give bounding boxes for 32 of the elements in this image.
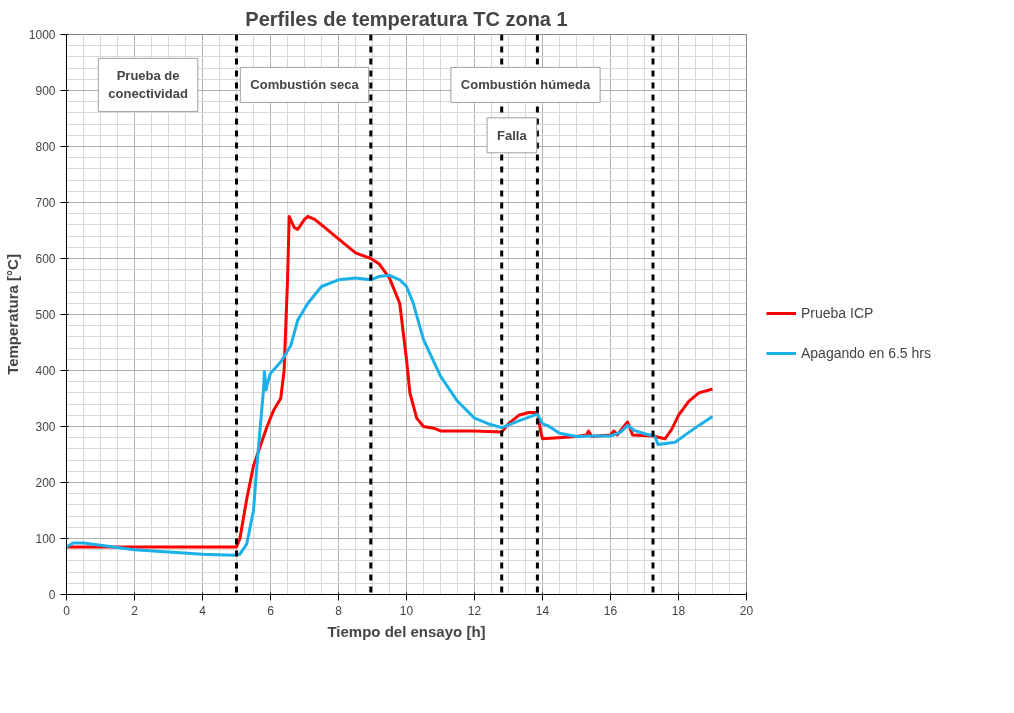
y-tick-label: 400 xyxy=(35,364,56,378)
y-tick-label: 300 xyxy=(35,420,56,434)
x-axis-title: Tiempo del ensayo [h] xyxy=(327,622,486,640)
x-tick-label: 4 xyxy=(199,603,207,618)
legend-label: Prueba ICP xyxy=(801,305,874,321)
x-tick-label: 14 xyxy=(535,603,550,618)
y-tick-label: 500 xyxy=(35,308,56,322)
x-tick-label: 6 xyxy=(267,603,275,618)
x-tick-label: 12 xyxy=(467,603,482,618)
annotation: Falla xyxy=(497,127,528,143)
y-tick-label: 0 xyxy=(48,588,56,602)
x-tick-label: 0 xyxy=(63,603,71,618)
legend-label: Apagando en 6.5 hrs xyxy=(801,345,931,361)
annotation: Combustión húmeda xyxy=(460,77,591,93)
x-tick-label: 20 xyxy=(739,603,754,618)
y-tick-label: 600 xyxy=(35,252,56,266)
y-tick-label: 700 xyxy=(35,196,56,210)
x-tick-label: 10 xyxy=(399,603,414,618)
x-tick-label: 16 xyxy=(603,603,618,618)
y-tick-label: 1000 xyxy=(28,28,56,42)
y-tick-label: 800 xyxy=(35,140,56,154)
x-tick-label: 2 xyxy=(131,603,139,618)
line-series xyxy=(66,273,714,557)
y-tick-label: 200 xyxy=(35,476,56,490)
y-axis-title: Temperatura [°C] xyxy=(3,254,21,375)
annotation: Combustión seca xyxy=(250,77,360,93)
x-tick-label: 8 xyxy=(335,603,343,618)
annotation: Prueba de conectividad xyxy=(108,68,188,102)
y-tick-label: 100 xyxy=(35,532,56,546)
x-tick-label: 18 xyxy=(671,603,686,618)
chart-title: Perfiles de temperatura TC zona 1 xyxy=(245,7,568,30)
y-tick-label: 900 xyxy=(35,84,56,98)
